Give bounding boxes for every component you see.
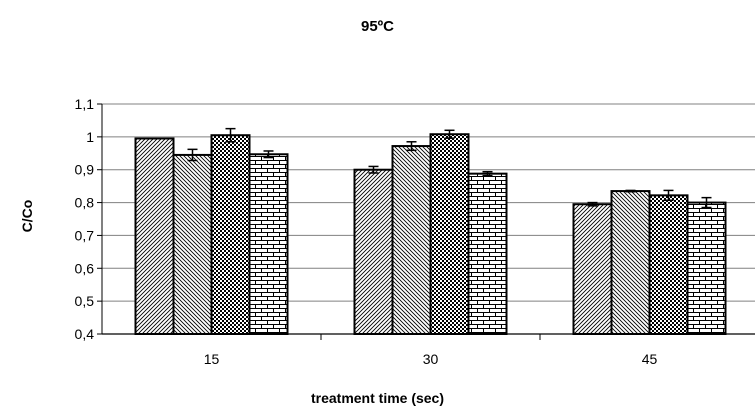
y-tick-label: 1,1 — [75, 96, 95, 112]
bar — [248, 153, 289, 335]
bar — [686, 201, 727, 335]
bar — [467, 172, 508, 335]
y-tick-label: 0,9 — [75, 162, 95, 178]
y-tick-label: 0,8 — [75, 195, 95, 211]
bar — [610, 190, 651, 335]
bar — [429, 133, 470, 335]
bar — [572, 203, 613, 335]
y-tick-label: 0,6 — [75, 260, 95, 276]
bar — [134, 137, 175, 335]
y-tick-label: 0,4 — [75, 326, 95, 342]
x-axis-label: treatment time (sec) — [310, 390, 445, 406]
bar — [210, 134, 251, 335]
y-tick-label: 0,5 — [75, 293, 95, 309]
x-tick-label: 15 — [204, 351, 220, 367]
bar — [648, 194, 689, 335]
bar — [353, 168, 394, 335]
bar — [391, 145, 432, 335]
bar — [172, 153, 213, 335]
chart-title: 95ºC — [361, 18, 394, 35]
x-tick-label: 30 — [423, 351, 439, 367]
x-tick-label: 45 — [642, 351, 658, 367]
y-tick-label: 0,7 — [75, 227, 95, 243]
y-tick-label: 1 — [86, 129, 94, 145]
